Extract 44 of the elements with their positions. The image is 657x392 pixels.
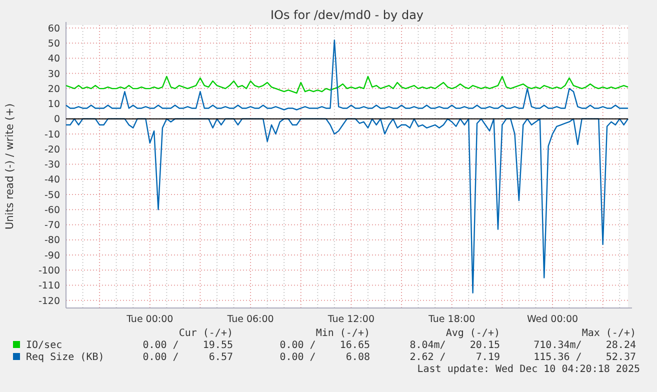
legend-label: IO/sec (26, 340, 62, 351)
y-tick-label: -120 (38, 296, 60, 307)
chart-title: IOs for /dev/md0 - by day (270, 8, 424, 22)
x-tick-label: Tue 06:00 (226, 314, 274, 325)
text: 8.04m/ 20.15 (410, 340, 500, 351)
text: 0.00 / 16.65 (280, 340, 370, 351)
y-tick-label: -20 (44, 144, 60, 156)
legend-label: Req Size (KB) (26, 352, 104, 363)
y-tick-label: -80 (44, 235, 60, 246)
text: Avg (-/+) (446, 328, 500, 339)
text: Cur (-/+) (178, 328, 233, 339)
text: 0.00 / 19.55 (142, 340, 233, 351)
text: Last update: Wed Dec 10 04:20:18 2025 (417, 364, 640, 375)
x-tick-label: Wed 00:00 (526, 314, 578, 325)
line-series (65, 40, 629, 110)
x-tick-label: Tue 00:00 (126, 314, 174, 325)
y-tick-label: 60 (48, 23, 60, 34)
y-tick-label: 20 (48, 84, 60, 95)
y-axis-title: Units read (-) / write (+) (4, 103, 16, 230)
y-tick-label: -30 (44, 160, 60, 171)
y-tick-label: 10 (48, 99, 60, 110)
text: Max (-/+) (582, 328, 636, 339)
text: 2.62 / 7.19 (410, 352, 500, 363)
y-tick-label: -90 (44, 250, 60, 262)
y-tick-label: -10 (44, 129, 60, 140)
text: Min (-/+) (316, 328, 370, 339)
y-tick-label: 0 (54, 114, 60, 126)
y-tick-label: -60 (44, 204, 60, 216)
y-tick-label: 50 (48, 38, 60, 50)
x-tick-label: Tue 12:00 (326, 314, 375, 325)
line-series (65, 76, 629, 94)
text: 710.34m/ 28.24 (534, 340, 636, 351)
text: 0.00 / 6.57 (142, 352, 233, 363)
y-tick-label: -100 (38, 265, 60, 276)
y-tick-label: 30 (48, 68, 60, 80)
x-tick-label: Tue 18:00 (428, 314, 476, 325)
y-tick-label: -50 (44, 190, 60, 201)
text: 0.00 / 6.08 (280, 352, 370, 363)
line-series (65, 118, 629, 294)
y-tick-label: -70 (44, 220, 60, 232)
y-tick-label: 40 (48, 54, 60, 65)
y-tick-label: -40 (44, 174, 60, 186)
y-tick-label: -110 (38, 280, 60, 292)
text: 115.36 / 52.37 (534, 352, 636, 363)
